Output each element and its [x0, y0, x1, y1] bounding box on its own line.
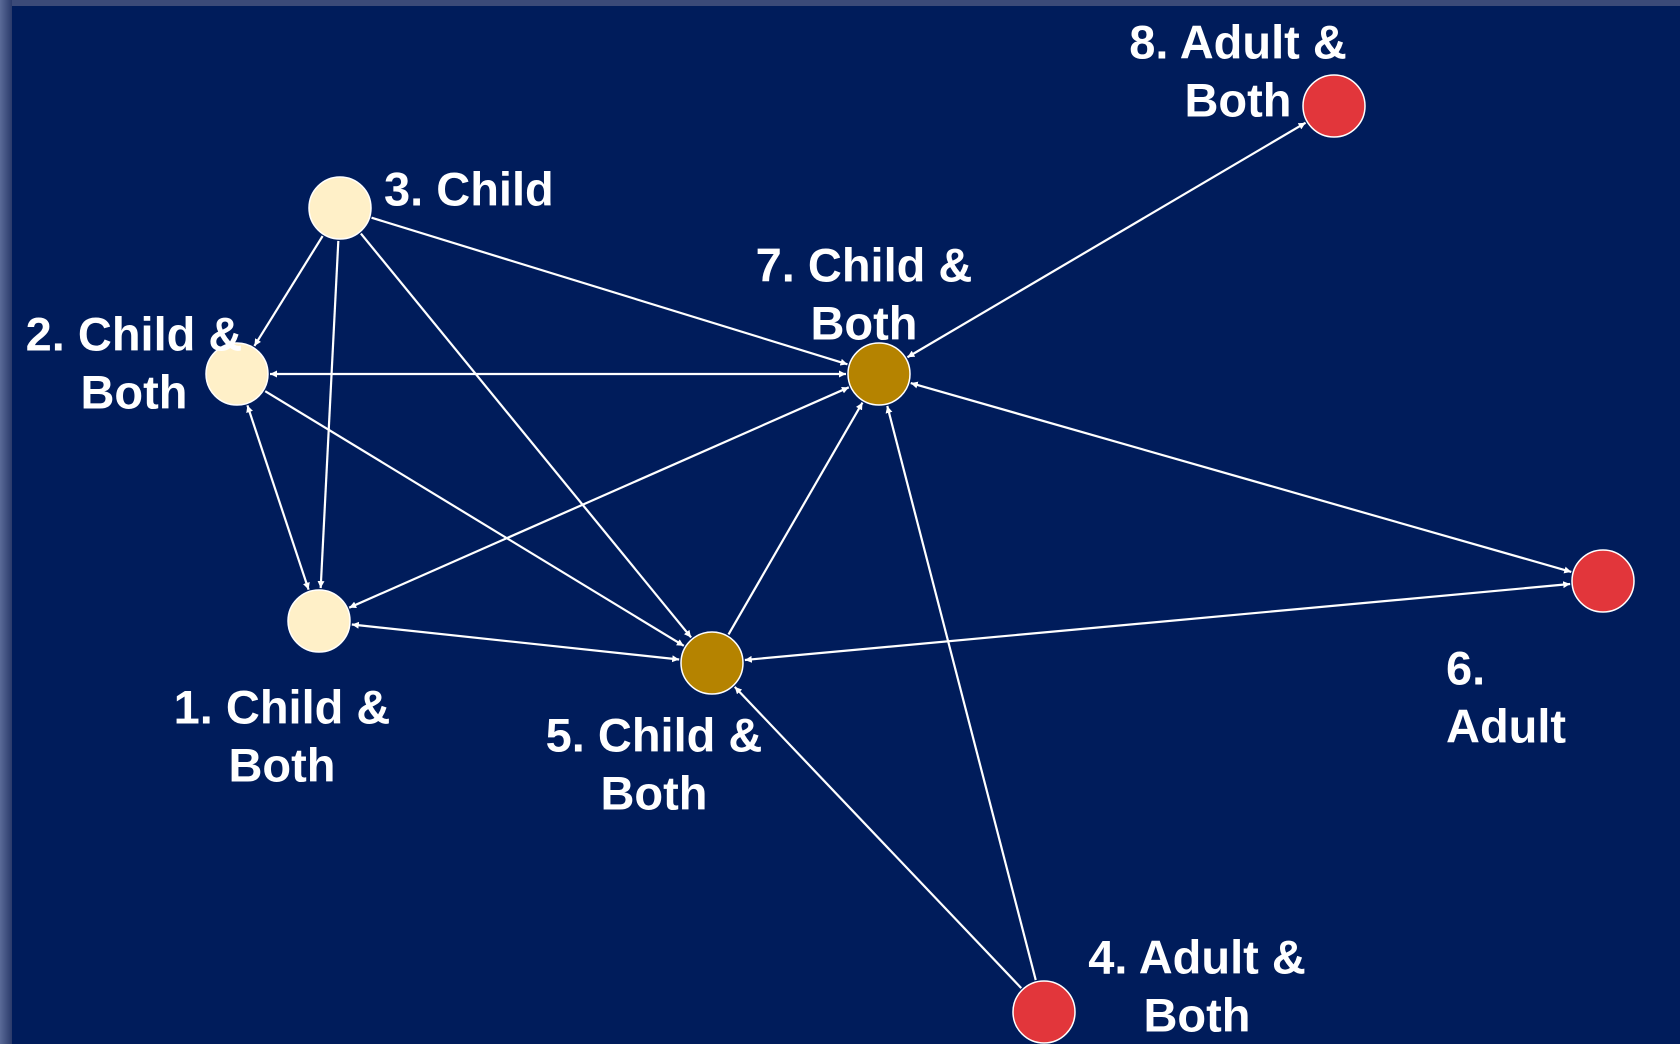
node — [205, 342, 269, 406]
node — [1571, 549, 1635, 613]
node-label: 3. Child — [384, 162, 554, 215]
node-label: 1. Child & — [174, 680, 391, 733]
node — [1302, 74, 1366, 138]
edge — [351, 621, 680, 663]
node — [287, 589, 351, 653]
node-label: Both — [600, 766, 707, 819]
node-label: Both — [810, 296, 917, 349]
edge — [910, 381, 1572, 574]
node-label: 8. Adult & — [1129, 15, 1347, 68]
node-label: Both — [1184, 73, 1291, 126]
node — [847, 342, 911, 406]
edge — [348, 386, 850, 609]
node-label: 2. Child & — [26, 307, 243, 360]
left-border — [0, 0, 12, 1044]
nodes — [205, 74, 1635, 1044]
node-label: Both — [1143, 988, 1250, 1041]
node — [308, 176, 372, 240]
node-label: 5. Child & — [546, 708, 763, 761]
node — [1012, 980, 1076, 1044]
node-label: Both — [80, 365, 187, 418]
edge — [885, 405, 1037, 981]
node-label: 7. Child & — [756, 238, 973, 291]
background — [12, 6, 1680, 1044]
node-label: Adult — [1446, 699, 1566, 752]
edge — [744, 581, 1571, 663]
edge — [733, 686, 1023, 989]
node — [680, 631, 744, 695]
edge — [246, 404, 310, 591]
edge — [253, 235, 324, 347]
node-label: 6. — [1446, 641, 1485, 694]
edge — [371, 216, 848, 366]
edges — [246, 121, 1572, 989]
node-label: 4. Adult & — [1088, 930, 1306, 983]
node-label: Both — [228, 738, 335, 791]
edge — [317, 240, 340, 589]
edge — [906, 121, 1307, 359]
